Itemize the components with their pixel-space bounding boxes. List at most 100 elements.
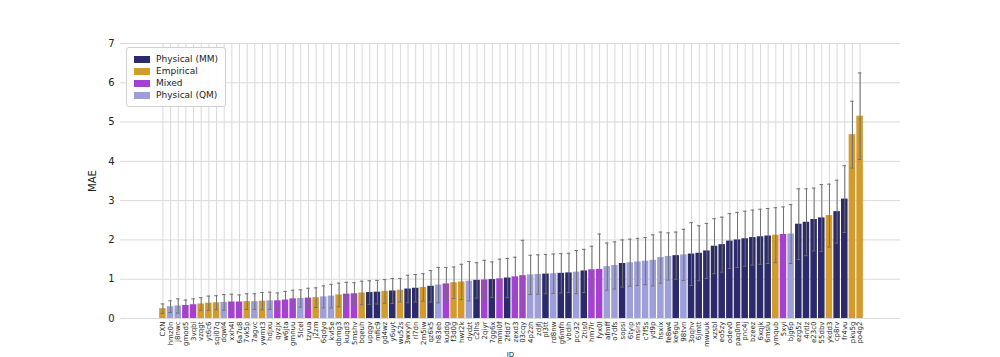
svg-text:98tvn: 98tvn [680, 321, 689, 342]
svg-text:ymqub: ymqub [772, 321, 781, 346]
svg-text:w6jta: w6jta [281, 321, 290, 341]
html-text:Physical (MM): Physical (MM) [156, 54, 218, 64]
svg-text:03cqy: 03cqy [519, 321, 528, 343]
svg-text:4p2zh: 4p2zh [526, 321, 535, 343]
svg-text:qyzjx: qyzjx [274, 321, 283, 340]
svg-text:ywmt3: ywmt3 [258, 321, 267, 346]
svg-text:wu52s: wu52s [396, 321, 405, 345]
svg-text:kvl5e: kvl5e [327, 321, 336, 341]
svg-text:4ntlz: 4ntlz [802, 321, 811, 339]
svg-text:c2lhs: c2lhs [473, 321, 482, 340]
svg-text:0: 0 [108, 313, 114, 324]
svg-text:gmnuu: gmnuu [289, 321, 298, 347]
svg-text:3wxyh: 3wxyh [404, 321, 413, 345]
svg-text:pku5g: pku5g [848, 321, 857, 344]
svg-text:xxh4l: xxh4l [228, 321, 237, 341]
svg-text:paq0m: paq0m [733, 321, 742, 346]
svg-text:o7dfs: o7dfs [611, 321, 620, 341]
svg-text:pl3tt: pl3tt [542, 321, 551, 338]
svg-text:fyx0l: fyx0l [595, 321, 604, 339]
svg-text:hmz0n: hmz0n [166, 321, 175, 346]
svg-text:vbdih: vbdih [565, 321, 574, 341]
svg-text:ID: ID [507, 351, 514, 357]
svg-text:ykdd3: ykdd3 [825, 321, 834, 343]
svg-text:7: 7 [108, 38, 114, 49]
svg-text:msirs: msirs [634, 321, 643, 341]
svg-text:5mshv: 5mshv [350, 321, 359, 345]
svg-text:j2zm: j2zm [312, 321, 321, 339]
svg-text:dbmg3: dbmg3 [335, 321, 344, 347]
svg-text:3: 3 [108, 195, 114, 206]
svg-text:7vk5p: 7vk5p [243, 321, 252, 343]
svg-text:kuddg: kuddg [442, 321, 451, 344]
svg-text:6jmtt: 6jmtt [695, 321, 704, 341]
svg-text:6xqjk: 6xqjk [756, 321, 765, 341]
svg-text:5: 5 [108, 116, 114, 127]
svg-text:odev0: odev0 [726, 321, 735, 344]
svg-text:ke6gu: ke6gu [672, 321, 681, 343]
svg-text:sopsi: sopsi [618, 321, 627, 340]
svg-text:dqwl4: dqwl4 [220, 321, 229, 343]
svg-text:yd9p: yd9p [649, 321, 658, 339]
svg-text:pnc4j: pnc4j [741, 321, 750, 341]
svg-text:2m5iw: 2m5iw [419, 321, 428, 345]
svg-text:hm7lr: hm7lr [588, 321, 597, 342]
svg-text:yt6c6: yt6c6 [205, 321, 214, 342]
svg-text:2: 2 [108, 234, 114, 245]
svg-text:rd8nw: rd8nw [549, 321, 558, 344]
svg-text:5xyi: 5xyi [779, 321, 788, 337]
svg-text:sqi07q: sqi07q [212, 321, 221, 345]
svg-text:kuqd3: kuqd3 [343, 321, 351, 344]
svg-text:po4g2: po4g2 [856, 322, 864, 344]
svg-text:fe8w4: fe8w4 [664, 321, 673, 343]
svg-text:gmod5: gmod5 [182, 321, 191, 346]
html-text:Physical (QM): Physical (QM) [156, 90, 218, 100]
svg-text:3oqhv: 3oqhv [687, 321, 696, 344]
svg-text:hwt2k: hwt2k [457, 321, 466, 343]
svg-text:6a7u8: 6a7u8 [235, 321, 244, 344]
svg-text:2tis0: 2tis0 [580, 321, 589, 339]
svg-text:xzsbl: xzsbl [710, 321, 719, 340]
svg-text:zexd3: zexd3 [511, 321, 520, 343]
svg-text:MAE: MAE [87, 170, 98, 192]
svg-text:1: 1 [108, 273, 114, 284]
svg-text:j8nwc: j8nwc [174, 321, 183, 342]
svg-text:hsxix: hsxix [657, 321, 666, 340]
svg-text:5lcel: 5lcel [297, 321, 306, 338]
svg-text:7agvc: 7agvc [251, 321, 260, 343]
svg-text:2qiyr: 2qiyr [480, 321, 489, 340]
svg-text:bjg6p: bjg6p [787, 321, 796, 342]
svg-text:vzqgt: vzqgt [197, 321, 206, 341]
svg-text:zdjfj: zdjfj [534, 321, 543, 336]
svg-text:gd4wz: gd4wz [381, 321, 390, 345]
svg-text:dydzt: dydzt [465, 321, 474, 341]
svg-text:hdjxu: hdjxu [266, 321, 275, 341]
svg-text:qz6k5: qz6k5 [427, 321, 436, 343]
svg-text:tzyua: tzyua [304, 321, 313, 341]
svg-text:2fdd7: 2fdd7 [503, 321, 512, 342]
svg-text:6tyip: 6tyip [626, 321, 635, 340]
svg-text:cp8rv: cp8rv [833, 321, 842, 342]
svg-text:afmff: afmff [603, 321, 612, 340]
svg-text:3vqbi: 3vqbi [189, 321, 198, 341]
svg-text:4: 4 [108, 156, 114, 167]
svg-text:f3d0g: f3d0g [450, 321, 459, 342]
svg-text:7gg6x: 7gg6x [488, 321, 497, 344]
svg-text:pcv32: pcv32 [572, 321, 581, 343]
svg-text:bzeez: bzeez [749, 321, 758, 342]
svg-text:mmi0f: mmi0f [496, 321, 505, 344]
svg-text:CXN: CXN [159, 321, 168, 337]
svg-text:eo5zy: eo5zy [718, 321, 727, 343]
svg-text:bqeuh: bqeuh [358, 321, 367, 344]
svg-text:6qdyo: 6qdyo [320, 321, 328, 344]
svg-text:c7f5s: c7f5s [641, 321, 650, 341]
svg-text:upqgv: upqgv [366, 321, 374, 344]
svg-text:g6mfh: g6mfh [557, 321, 566, 345]
svg-text:mfic9: mfic9 [373, 321, 382, 341]
svg-text:mwuuk: mwuuk [703, 321, 712, 347]
html-text:Empirical: Empirical [156, 66, 198, 76]
svg-text:6: 6 [108, 77, 114, 88]
html-text:Mixed: Mixed [156, 78, 183, 88]
svg-text:e23c0: e23c0 [810, 321, 819, 343]
svg-text:6mslu: 6mslu [764, 321, 773, 343]
